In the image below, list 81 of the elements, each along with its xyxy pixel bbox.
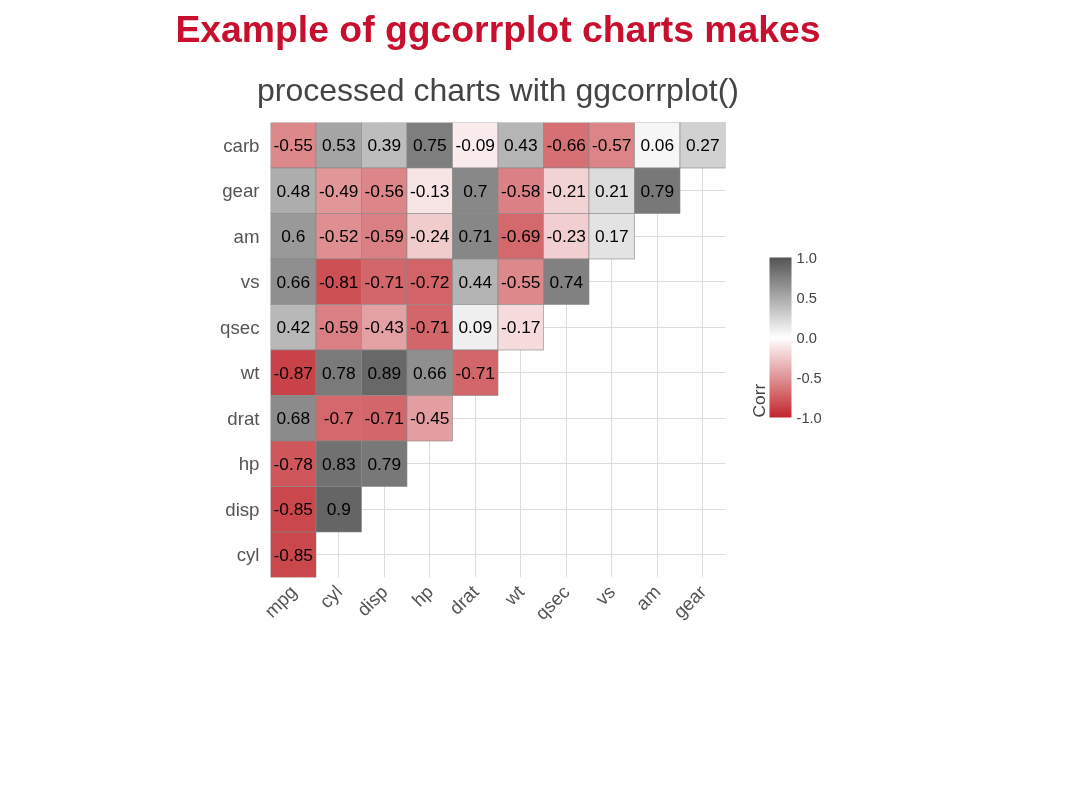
data-label: 0.74: [549, 271, 584, 292]
data-label: -0.58: [501, 180, 541, 201]
x-tick-label: disp: [352, 581, 392, 621]
y-tick-label: vs: [240, 271, 260, 293]
chart-subtitle: processed charts with ggcorrplot(): [257, 71, 739, 108]
data-label: -0.57: [592, 135, 632, 156]
data-label: -0.13: [410, 180, 450, 201]
data-label: 0.78: [321, 362, 356, 383]
data-label: 0.79: [367, 453, 402, 474]
x-tick-label: mpg: [260, 581, 301, 622]
data-label: -0.71: [455, 362, 495, 383]
data-label: 0.9: [326, 499, 351, 520]
data-label: -0.55: [273, 135, 313, 156]
color-bar-label: 0.5: [796, 289, 817, 306]
data-label: -0.85: [273, 544, 313, 565]
y-tick-label: am: [233, 225, 260, 247]
data-label: -0.81: [319, 271, 359, 292]
data-label: -0.49: [319, 180, 359, 201]
data-label: -0.55: [501, 271, 541, 292]
color-bar-label: 1.0: [796, 249, 817, 266]
data-label: -0.09: [455, 135, 495, 156]
data-label: -0.43: [364, 317, 404, 338]
data-label: 0.09: [458, 317, 493, 338]
data-label: 0.79: [640, 180, 675, 201]
data-label: -0.7: [323, 408, 354, 429]
data-label: -0.72: [410, 271, 450, 292]
y-tick-label: carb: [223, 134, 260, 156]
data-label: -0.71: [364, 271, 404, 292]
data-label: -0.69: [501, 226, 541, 247]
data-label: 0.6: [281, 226, 306, 247]
data-label: -0.85: [273, 499, 313, 520]
color-bar-label: 0.0: [796, 329, 817, 346]
data-label: -0.24: [410, 226, 450, 247]
y-tick-label: qsec: [220, 316, 260, 338]
color-bar-label: -1.0: [796, 409, 822, 426]
data-label: 0.43: [503, 135, 538, 156]
y-tick-label: wt: [239, 362, 261, 384]
x-tick-label: drat: [445, 580, 484, 619]
data-label: -0.59: [319, 317, 359, 338]
color-bar-label: -0.5: [796, 369, 822, 386]
x-tick-label: vs: [591, 581, 620, 610]
y-tick-label: hp: [238, 453, 260, 475]
data-label: -0.17: [501, 317, 541, 338]
color-bar-title: Corr: [748, 383, 769, 418]
x-tick-label: hp: [407, 581, 438, 611]
data-label: -0.21: [546, 180, 586, 201]
data-label: -0.45: [410, 408, 450, 429]
y-tick-label: cyl: [236, 544, 260, 566]
data-label: 0.66: [412, 362, 447, 383]
data-label: 0.66: [276, 271, 311, 292]
data-label: 0.42: [276, 317, 311, 338]
data-label: 0.75: [412, 135, 447, 156]
data-label: 0.44: [458, 271, 493, 292]
data-label: -0.87: [273, 362, 313, 383]
chart-title: Example of ggcorrplot charts makes: [175, 7, 821, 50]
y-tick-label: disp: [225, 498, 260, 520]
data-label: -0.23: [546, 226, 586, 247]
data-label: 0.21: [594, 180, 629, 201]
data-label: 0.7: [463, 180, 488, 201]
data-label: 0.83: [321, 453, 356, 474]
data-label: 0.17: [594, 226, 629, 247]
data-label: 0.89: [367, 362, 402, 383]
data-label: -0.66: [546, 135, 586, 156]
data-label: -0.56: [364, 180, 404, 201]
data-label: 0.39: [367, 135, 402, 156]
data-label: -0.71: [410, 317, 450, 338]
data-label: -0.78: [273, 453, 313, 474]
data-label: 0.06: [640, 135, 675, 156]
x-tick-label: wt: [499, 580, 529, 610]
data-label: 0.71: [458, 226, 493, 247]
data-label: -0.71: [364, 408, 404, 429]
data-label: 0.53: [321, 135, 356, 156]
x-tick-label: am: [631, 581, 665, 615]
y-tick-label: drat: [227, 407, 261, 429]
data-label: -0.59: [364, 226, 404, 247]
data-label: -0.52: [319, 226, 359, 247]
data-label: 0.68: [276, 408, 311, 429]
x-tick-label: cyl: [315, 581, 347, 613]
y-tick-label: gear: [222, 180, 260, 202]
data-label: 0.27: [685, 135, 720, 156]
data-label: 0.48: [276, 180, 311, 201]
